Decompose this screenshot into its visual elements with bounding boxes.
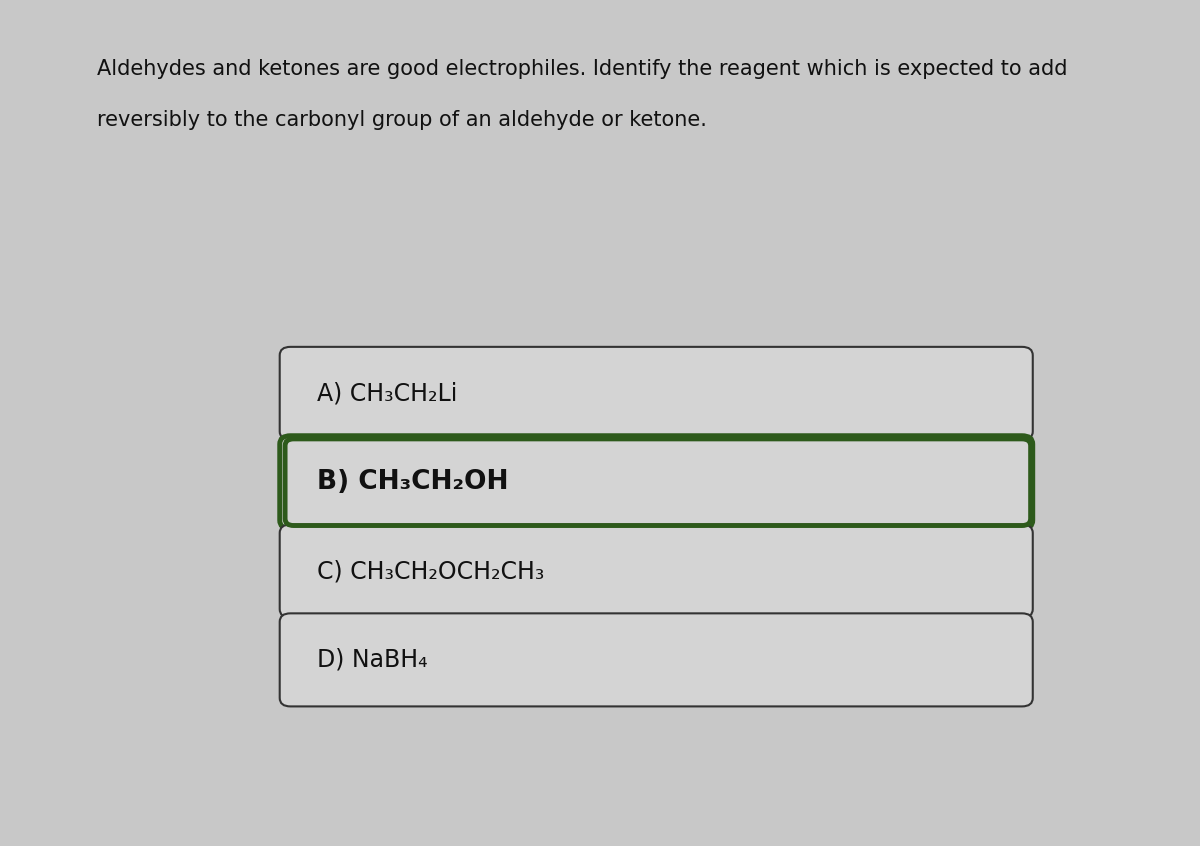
FancyBboxPatch shape bbox=[280, 436, 1033, 529]
Text: B) CH₃CH₂OH: B) CH₃CH₂OH bbox=[317, 470, 509, 495]
Text: Aldehydes and ketones are good electrophiles. Identify the reagent which is expe: Aldehydes and ketones are good electroph… bbox=[97, 59, 1067, 80]
FancyBboxPatch shape bbox=[280, 613, 1033, 706]
FancyBboxPatch shape bbox=[280, 525, 1033, 618]
Text: D) NaBH₄: D) NaBH₄ bbox=[317, 648, 428, 672]
FancyBboxPatch shape bbox=[280, 347, 1033, 440]
Text: A) CH₃CH₂Li: A) CH₃CH₂Li bbox=[317, 382, 457, 405]
Text: reversibly to the carbonyl group of an aldehyde or ketone.: reversibly to the carbonyl group of an a… bbox=[97, 110, 707, 130]
Text: C) CH₃CH₂OCH₂CH₃: C) CH₃CH₂OCH₂CH₃ bbox=[317, 559, 545, 583]
